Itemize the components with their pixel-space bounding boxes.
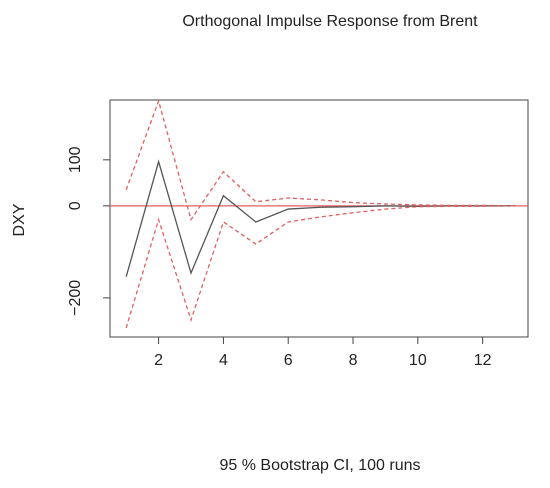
y-tick-label: 100 xyxy=(67,146,84,173)
y-tick-label: 0 xyxy=(67,201,84,210)
series-line xyxy=(125,98,516,222)
x-tick-label: 2 xyxy=(154,352,163,369)
x-tick-label: 12 xyxy=(474,352,492,369)
chart-title: Orthogonal Impulse Response from Brent xyxy=(182,13,478,30)
y-axis-label: DXY xyxy=(11,203,28,236)
plot-frame xyxy=(109,99,529,338)
x-axis-label: 95 % Bootstrap CI, 100 runs xyxy=(220,457,421,474)
series-line xyxy=(125,159,516,277)
series-line xyxy=(125,205,516,328)
x-tick-label: 6 xyxy=(284,352,293,369)
x-tick-label: 4 xyxy=(219,352,228,369)
x-tick-label: 8 xyxy=(349,352,358,369)
x-tick-label: 10 xyxy=(409,352,427,369)
y-tick-label: −200 xyxy=(67,280,84,316)
